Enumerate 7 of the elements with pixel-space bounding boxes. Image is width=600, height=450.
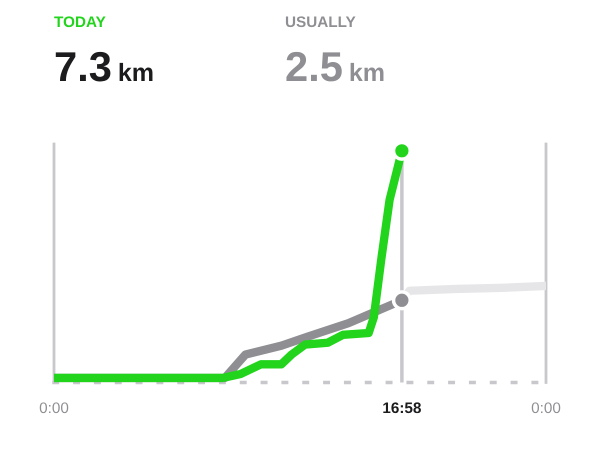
x-tick-label: 0:00 xyxy=(40,402,68,414)
text: TODAY xyxy=(54,16,106,28)
x-tick-label: 0:00 xyxy=(532,402,560,414)
text: 2.5 km xyxy=(286,52,384,82)
text: USUALLY xyxy=(286,16,356,28)
text: 7.3 km xyxy=(56,52,152,82)
x-tick-label: 16:58 xyxy=(383,402,421,414)
